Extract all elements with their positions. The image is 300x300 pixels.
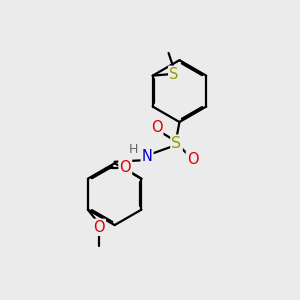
- Text: S: S: [171, 136, 182, 151]
- Text: O: O: [151, 120, 162, 135]
- Text: O: O: [93, 220, 105, 235]
- Text: O: O: [119, 160, 131, 175]
- Text: H: H: [129, 143, 139, 157]
- Text: S: S: [169, 67, 178, 82]
- Text: O: O: [187, 152, 199, 167]
- Text: N: N: [142, 149, 152, 164]
